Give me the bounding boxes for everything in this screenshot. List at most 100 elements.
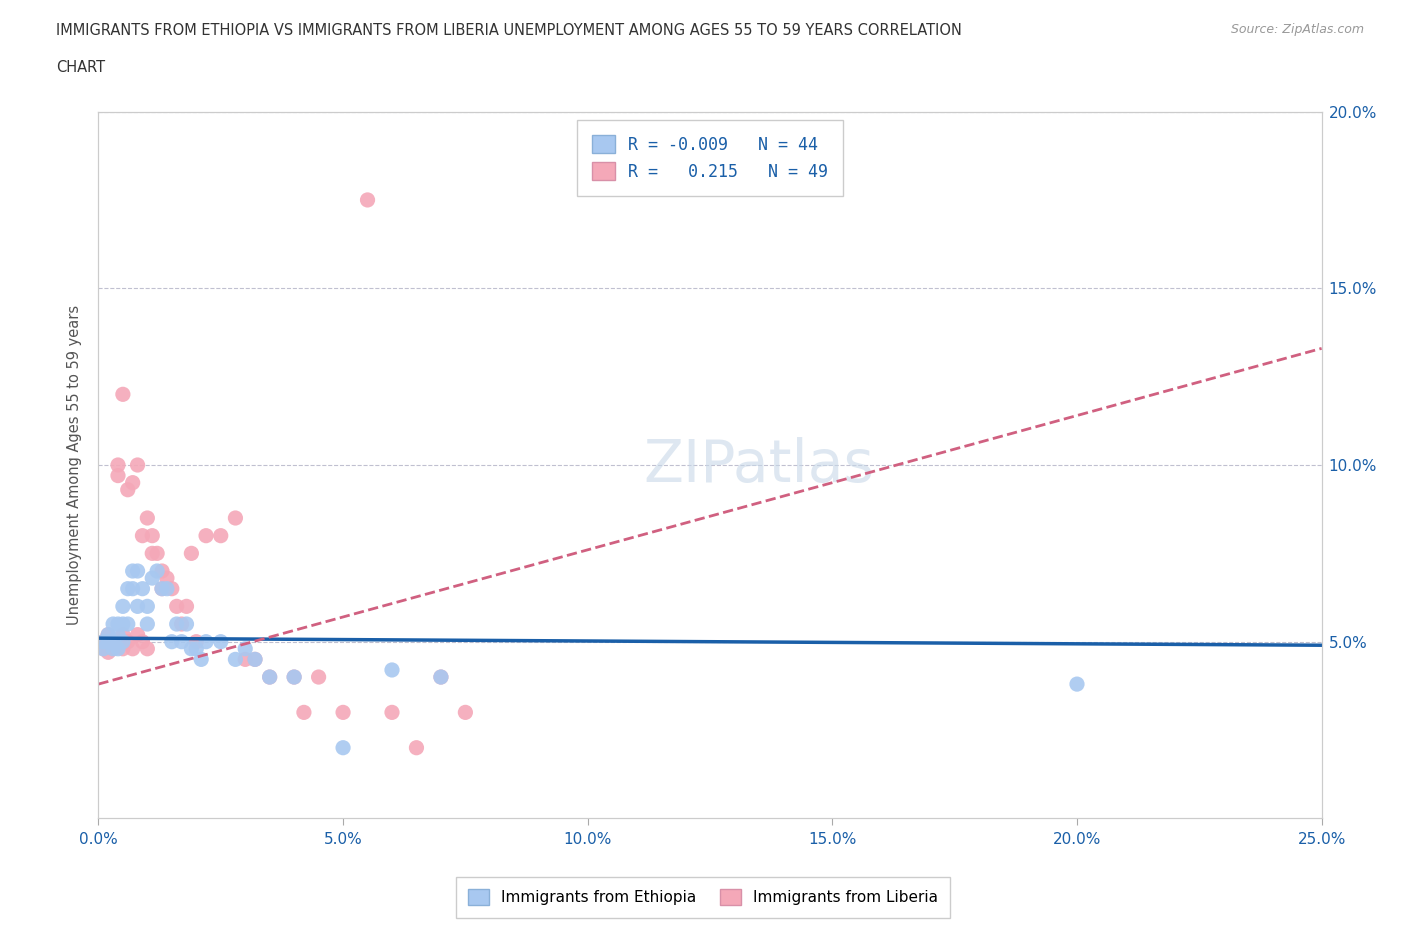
Point [146,564,169,578]
Point [292,705,315,720]
Point [170,634,193,649]
Point [107,627,129,642]
Point [190,652,212,667]
Text: CHART: CHART [56,60,105,75]
Point [243,652,266,667]
Point [107,634,129,649]
Point [111,599,134,614]
Point [91,642,114,657]
Point [97,644,120,659]
Point [381,662,404,677]
Point [97,627,120,642]
Point [146,546,169,561]
Point [141,571,163,586]
Point [127,599,149,614]
Point [156,581,179,596]
Point [117,483,139,498]
Point [127,564,149,578]
Point [131,528,153,543]
Point [111,642,134,657]
Point [150,564,173,578]
Point [121,581,143,596]
Point [121,642,143,657]
Point [356,193,378,207]
Point [430,670,453,684]
Point [454,705,477,720]
Point [141,528,163,543]
Point [430,670,453,684]
Point [101,617,124,631]
Point [136,599,159,614]
Point [111,387,134,402]
Point [176,617,198,631]
Point [141,546,163,561]
Point [91,634,114,649]
Point [107,468,129,483]
Point [117,617,139,631]
Point [131,634,153,649]
Point [233,652,256,667]
Point [186,642,208,657]
Point [209,528,232,543]
Point [259,670,281,684]
Point [136,642,159,657]
Point [224,511,246,525]
Point [166,599,188,614]
Point [243,652,266,667]
Point [107,617,129,631]
Point [111,627,134,642]
Point [180,642,202,657]
Point [308,670,330,684]
Point [101,634,124,649]
Point [186,634,208,649]
Point [209,634,232,649]
Legend: R = -0.009   N = 44, R =   0.215   N = 49: R = -0.009 N = 44, R = 0.215 N = 49 [576,120,844,195]
Point [101,642,124,657]
Point [97,634,120,649]
Point [111,634,134,649]
Point [107,642,129,657]
Point [91,642,114,657]
Point [97,627,120,642]
Point [381,705,404,720]
Point [156,571,179,586]
Point [160,581,183,596]
Point [121,564,143,578]
Point [117,634,139,649]
Point [150,581,173,596]
Point [283,670,305,684]
Y-axis label: Unemployment Among Ages 55 to 59 years: Unemployment Among Ages 55 to 59 years [67,305,83,625]
Point [170,617,193,631]
Point [136,617,159,631]
Point [91,634,114,649]
Text: IMMIGRANTS FROM ETHIOPIA VS IMMIGRANTS FROM LIBERIA UNEMPLOYMENT AMONG AGES 55 T: IMMIGRANTS FROM ETHIOPIA VS IMMIGRANTS F… [56,23,962,38]
Point [332,740,354,755]
Point [160,634,183,649]
Point [259,670,281,684]
Point [224,652,246,667]
Point [127,458,149,472]
Point [405,740,427,755]
Point [121,475,143,490]
Point [176,599,198,614]
Point [150,581,173,596]
Point [101,642,124,657]
Point [195,634,218,649]
Point [233,642,256,657]
Legend: Immigrants from Ethiopia, Immigrants from Liberia: Immigrants from Ethiopia, Immigrants fro… [456,877,950,918]
Point [131,581,153,596]
Point [101,634,124,649]
Point [136,511,159,525]
Point [166,617,188,631]
Point [332,705,354,720]
Point [107,458,129,472]
Text: ZIPatlas: ZIPatlas [644,436,875,494]
Point [180,546,202,561]
Point [195,528,218,543]
Point [117,581,139,596]
Point [111,617,134,631]
Point [1066,677,1088,692]
Text: Source: ZipAtlas.com: Source: ZipAtlas.com [1230,23,1364,36]
Point [127,627,149,642]
Point [283,670,305,684]
